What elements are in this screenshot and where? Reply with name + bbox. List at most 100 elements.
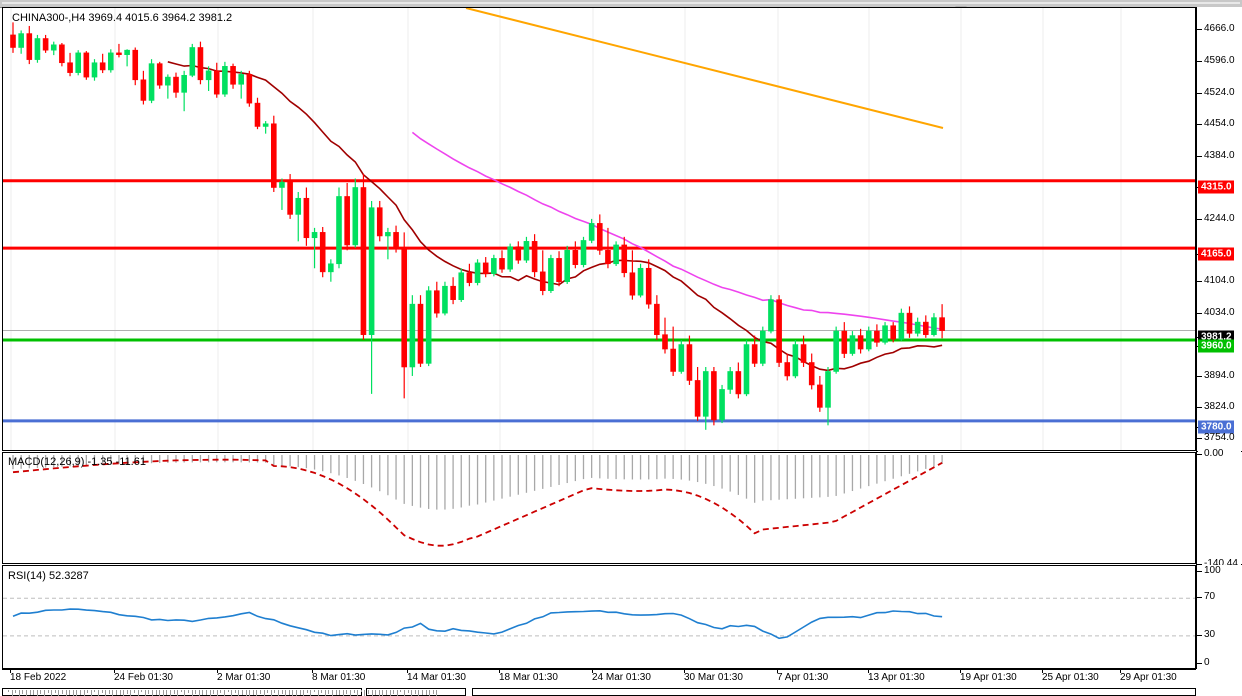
bottom-panel-tick [11,690,13,696]
price-chart-canvas[interactable] [3,8,1195,450]
axis-tick [1197,564,1202,565]
bottom-panel-tick [238,690,240,696]
price-level-label[interactable]: 3780.0 [1198,420,1234,434]
time-axis-label: 29 Apr 01:30 [1120,672,1177,683]
axis-tick [1197,438,1202,440]
macd-panel[interactable]: MACD(12,26,9) -1.35 -11.61 [2,452,1196,564]
bottom-panel-tick [436,690,438,696]
time-axis-tick [960,670,961,673]
time-axis-label: 8 Mar 01:30 [312,672,366,683]
price-chart-title-text: CHINA300-,H4 3969.4 4015.6 3964.2 3981.2 [12,12,233,24]
bottom-panel-tick [411,690,413,696]
bottom-panel-tick [119,690,121,696]
rsi-axis-tick-label: 30 [1204,628,1216,640]
price-level-label[interactable]: 4165.0 [1198,247,1234,261]
bottom-panel-tick [368,690,369,694]
rsi-axis[interactable]: 100 70 30 0 [1196,565,1242,669]
bottom-panel-tick [29,690,31,696]
bottom-panel-tick [15,690,17,694]
bottom-panel-segment[interactable] [472,688,1196,696]
price-axis[interactable]: 4666.0 4596.0 4524.0 4454.0 4384.0 4315.0 4244… [1196,7,1242,451]
bottom-panel-tick [26,690,27,696]
time-axis-tick [114,670,115,673]
price-level-label[interactable]: 3960.0 [1198,339,1234,353]
axis-tick [1197,597,1202,599]
axis-tick [1197,124,1202,126]
bottom-panel-tick [33,690,35,696]
time-axis-label: 24 Feb 01:30 [114,672,173,683]
bottom-panel-tick [58,690,60,696]
bottom-panel-tick [242,690,243,695]
bottom-panel-tick [299,690,301,695]
bottom-panel-tick [407,690,409,693]
bottom-panel-tick [288,690,290,696]
bottom-panel-tick [281,690,283,694]
bottom-panel-tick [339,690,341,696]
bottom-panel-tick [382,690,384,696]
bottom-panel-tick [285,690,287,696]
bottom-panel-tick [364,690,366,696]
bottom-panel-tick [105,690,107,696]
bottom-panel-tick [260,690,261,694]
time-axis-tick [777,670,778,673]
bottom-panel-tick [116,690,117,696]
macd-axis[interactable]: 0.00 -140.44 [1196,448,1242,569]
price-level-label[interactable]: 4315.0 [1198,180,1234,194]
rsi-canvas[interactable] [3,566,1195,668]
price-axis-tick-label: 4384.0 [1204,149,1235,161]
bottom-panel-tick [227,690,229,693]
time-axis-label: 18 Mar 01:30 [499,672,558,683]
bottom-panel-tick [231,690,233,696]
time-axis-tick [407,670,408,673]
time-axis-label: 18 Feb 2022 [10,672,67,683]
bottom-panel-tick [18,690,20,696]
macd-axis-tick-label: 0.00 [1204,448,1224,459]
bottom-panel-tick [245,690,247,696]
rsi-panel[interactable]: RSI(14) 52.3287 [2,565,1196,669]
bottom-panel-tick [137,690,139,696]
bottom-panel-tick [418,690,420,696]
price-axis-tick-label: 4104.0 [1204,275,1235,287]
price-axis-tick-label: 3894.0 [1204,369,1235,381]
bottom-panel-segment[interactable] [2,688,362,696]
bottom-panel-tick [220,690,222,694]
time-axis[interactable]: 18 Feb 2022 24 Feb 01:30 2 Mar 01:30 8 Mar … [2,669,1196,686]
price-axis-tick-label: 4666.0 [1204,23,1235,35]
bottom-panel-tick [324,690,326,696]
bottom-panel-tick [195,690,197,695]
bottom-panel-tick [429,690,431,696]
bottom-panel-tick [198,690,200,696]
price-axis-tick-label: 4524.0 [1204,86,1235,98]
axis-tick [1197,312,1202,314]
bottom-panel-tick [425,690,427,696]
bottom-panel-tick [256,690,258,696]
macd-axis-tick-label: -140.44 [1204,558,1238,569]
macd-title: MACD(12,26,9) -1.35 -11.61 [8,456,146,468]
price-chart-panel[interactable]: CHINA300-,H4 3969.4 4015.6 3964.2 3981.2 [2,7,1196,451]
rsi-axis-tick-label: 0 [1204,657,1210,668]
bottom-panel-tick [90,690,92,696]
bottom-panel-tick [404,690,405,696]
rsi-axis-tick-label: 100 [1204,565,1221,576]
bottom-panel-tick [350,690,351,696]
bottom-panel-tick [206,690,207,696]
price-axis-tick-label: 3754.0 [1204,432,1235,444]
time-axis-label: 30 Mar 01:30 [684,672,743,683]
bottom-panel-tick [69,690,71,695]
bottom-panel-tick [224,690,225,696]
axis-tick [1197,281,1202,283]
bottom-panel-tick [346,690,348,695]
time-axis-tick [1120,670,1121,673]
bottom-panel-tick [47,690,49,693]
bottom-panel-tick [87,690,89,694]
bottom-panel-tick [378,690,380,696]
time-axis-tick [592,670,593,673]
bottom-panel-tick [155,690,157,695]
bottom-panel-tick [310,690,312,696]
macd-canvas[interactable] [3,453,1195,563]
bottom-panel-segment[interactable] [366,688,466,696]
bottom-panel-tick [36,690,38,696]
time-axis-label: 13 Apr 01:30 [868,672,925,683]
time-axis-label: 25 Apr 01:30 [1042,672,1099,683]
